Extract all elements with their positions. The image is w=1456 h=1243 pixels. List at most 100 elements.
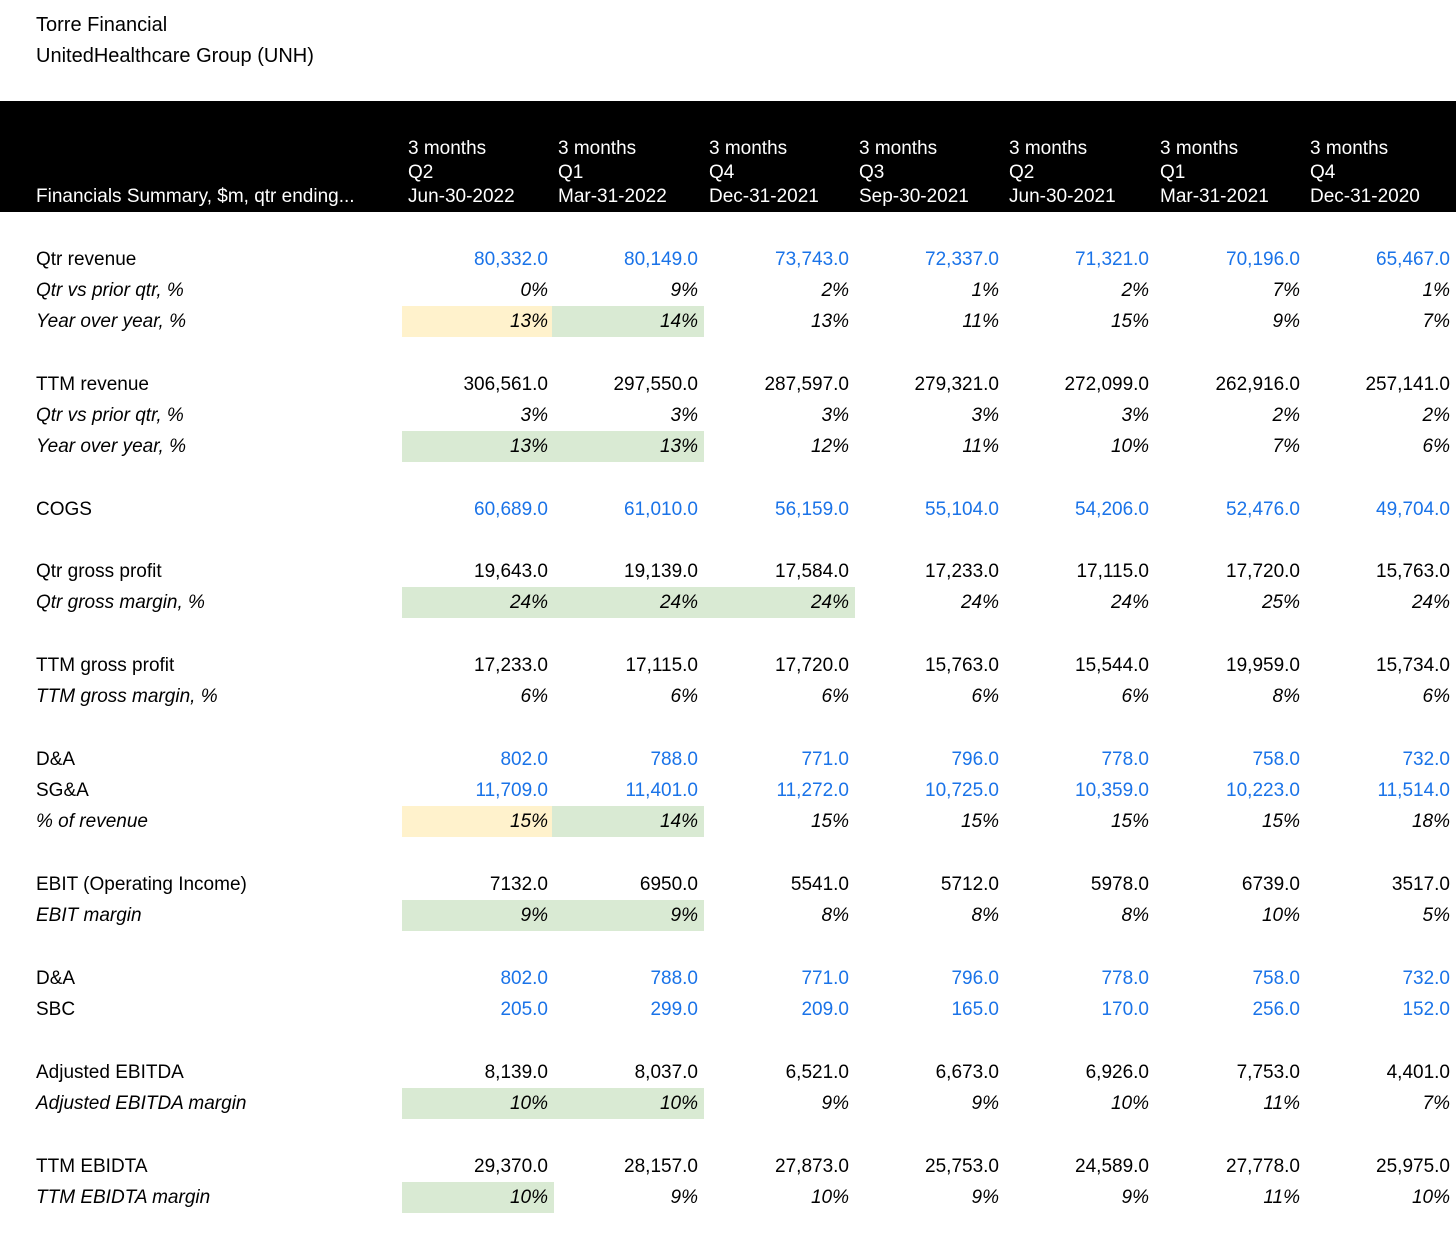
table-row: TTM EBIDTA margin 10% 9% 10% 9% 9% 11% 10% [0, 1182, 1456, 1213]
table-cell: 10% [1110, 436, 1149, 457]
table-cell: 27,873.0 [775, 1156, 849, 1177]
table-cell: 10% [402, 1088, 554, 1119]
table-cell: 299.0 [650, 999, 698, 1020]
row-label: Adjusted EBITDA [36, 1062, 184, 1083]
table-cell: 7% [1272, 436, 1300, 457]
table-cell: 19,643.0 [474, 561, 548, 582]
table-cell: 10,359.0 [1075, 780, 1149, 801]
table-cell: 3% [1121, 405, 1149, 426]
table-cell: 17,720.0 [775, 655, 849, 676]
header-row-label: Financials Summary, $m, qtr ending... [36, 186, 355, 207]
table-cell: 2% [1121, 280, 1149, 301]
table-cell: 24,589.0 [1075, 1156, 1149, 1177]
table-cell: 29,370.0 [474, 1156, 548, 1177]
column-header: 3 months Q2 Jun-30-2021 [1009, 137, 1116, 209]
table-cell: 61,010.0 [624, 499, 698, 520]
table-cell: 3% [821, 405, 849, 426]
column-header: 3 months Q2 Jun-30-2022 [408, 137, 515, 209]
row-label: SG&A [36, 780, 89, 801]
column-header-period: 3 months [859, 138, 938, 159]
table-cell: 13% [402, 306, 554, 337]
header-band [0, 101, 1456, 212]
table-cell: 6,926.0 [1085, 1062, 1149, 1083]
table-cell: 796.0 [951, 749, 999, 770]
table-row: TTM gross margin, % 6% 6% 6% 6% 6% 8% 6% [0, 681, 1456, 712]
table-cell: 7% [1422, 311, 1450, 332]
row-label: TTM revenue [36, 374, 149, 395]
table-cell: 11% [1263, 1187, 1300, 1208]
row-label: EBIT margin [36, 905, 142, 926]
row-label: Qtr vs prior qtr, % [36, 405, 184, 426]
table-cell: 10,223.0 [1226, 780, 1300, 801]
table-cell: 15,734.0 [1376, 655, 1450, 676]
table-cell: 5978.0 [1090, 874, 1149, 895]
table-cell: 6,521.0 [785, 1062, 849, 1083]
table-cell: 6% [1422, 436, 1450, 457]
table-cell: 3517.0 [1391, 874, 1450, 895]
row-label: Qtr gross margin, % [36, 592, 205, 613]
column-header-date: Dec-31-2021 [709, 186, 819, 207]
table-cell: 11% [1263, 1093, 1300, 1114]
table-cell: 9% [1272, 311, 1300, 332]
table-cell: 10% [810, 1187, 849, 1208]
page-subtitle: UnitedHealthcare Group (UNH) [36, 45, 314, 67]
table-cell: 758.0 [1252, 749, 1300, 770]
column-header: 3 months Q3 Sep-30-2021 [859, 137, 969, 209]
table-cell: 10% [1261, 905, 1300, 926]
row-label: TTM gross profit [36, 655, 175, 676]
table-cell: 15% [1110, 311, 1149, 332]
column-header: 3 months Q1 Mar-31-2021 [1160, 137, 1269, 209]
table-row: % of revenue 15% 14% 15% 15% 15% 15% 18% [0, 806, 1456, 837]
table-row: Adjusted EBITDA 8,139.0 8,037.0 6,521.0 6,67… [0, 1057, 1456, 1088]
table-cell: 297,550.0 [613, 374, 698, 395]
table-cell: 0% [520, 280, 548, 301]
table-cell: 9% [552, 900, 704, 931]
table-cell: 17,584.0 [775, 561, 849, 582]
table-row: EBIT (Operating Income) 7132.0 6950.0 5541.… [0, 869, 1456, 900]
table-cell: 8% [1121, 905, 1149, 926]
table-cell: 7,753.0 [1236, 1062, 1300, 1083]
table-cell: 52,476.0 [1226, 499, 1300, 520]
table-cell: 25% [1261, 592, 1300, 613]
table-cell: 15% [1110, 811, 1149, 832]
table-cell: 8,037.0 [634, 1062, 698, 1083]
table-cell: 771.0 [801, 968, 849, 989]
table-cell: 732.0 [1402, 968, 1450, 989]
table-row: Year over year, % 13% 13% 12% 11% 10% 7% 6% [0, 431, 1456, 462]
table-cell: 15% [810, 811, 849, 832]
table-cell: 28,157.0 [624, 1156, 698, 1177]
table-cell: 11% [962, 436, 999, 457]
table-cell: 17,233.0 [474, 655, 548, 676]
table-cell: 80,149.0 [624, 249, 698, 270]
table-cell: 24% [402, 587, 554, 618]
table-row: TTM EBIDTA 29,370.0 28,157.0 27,873.0 25,753… [0, 1151, 1456, 1182]
table-cell: 262,916.0 [1215, 374, 1300, 395]
table-cell: 11% [962, 311, 999, 332]
column-header-period: 3 months [709, 138, 788, 159]
table-cell: 802.0 [500, 749, 548, 770]
table-cell: 306,561.0 [463, 374, 548, 395]
table-row: SG&A 11,709.0 11,401.0 11,272.0 10,725.0 10,3… [0, 775, 1456, 806]
company-name: Torre Financial [36, 14, 168, 36]
table-cell: 15% [1261, 811, 1300, 832]
table-cell: 4,401.0 [1386, 1062, 1450, 1083]
column-header-period: 3 months [408, 138, 487, 159]
table-cell: 279,321.0 [914, 374, 999, 395]
table-cell: 6% [971, 686, 999, 707]
table-cell: 13% [810, 311, 849, 332]
table-cell: 15,763.0 [1376, 561, 1450, 582]
column-header: 3 months Q1 Mar-31-2022 [558, 137, 667, 209]
column-header-period: 3 months [1009, 138, 1088, 159]
table-cell: 6739.0 [1241, 874, 1300, 895]
column-header-quarter: Q2 [408, 162, 434, 183]
table-cell: 8% [821, 905, 849, 926]
column-header-date: Jun-30-2022 [408, 186, 515, 207]
table-row: TTM gross profit 17,233.0 17,115.0 17,720.0… [0, 650, 1456, 681]
table-cell: 9% [1121, 1187, 1149, 1208]
table-cell: 6% [1121, 686, 1149, 707]
table-cell: 758.0 [1252, 968, 1300, 989]
table-cell: 778.0 [1101, 749, 1149, 770]
row-label: SBC [36, 999, 76, 1020]
table-row: Qtr revenue 80,332.0 80,149.0 73,743.0 72,33… [0, 244, 1456, 275]
table-cell: 17,115.0 [625, 655, 698, 676]
